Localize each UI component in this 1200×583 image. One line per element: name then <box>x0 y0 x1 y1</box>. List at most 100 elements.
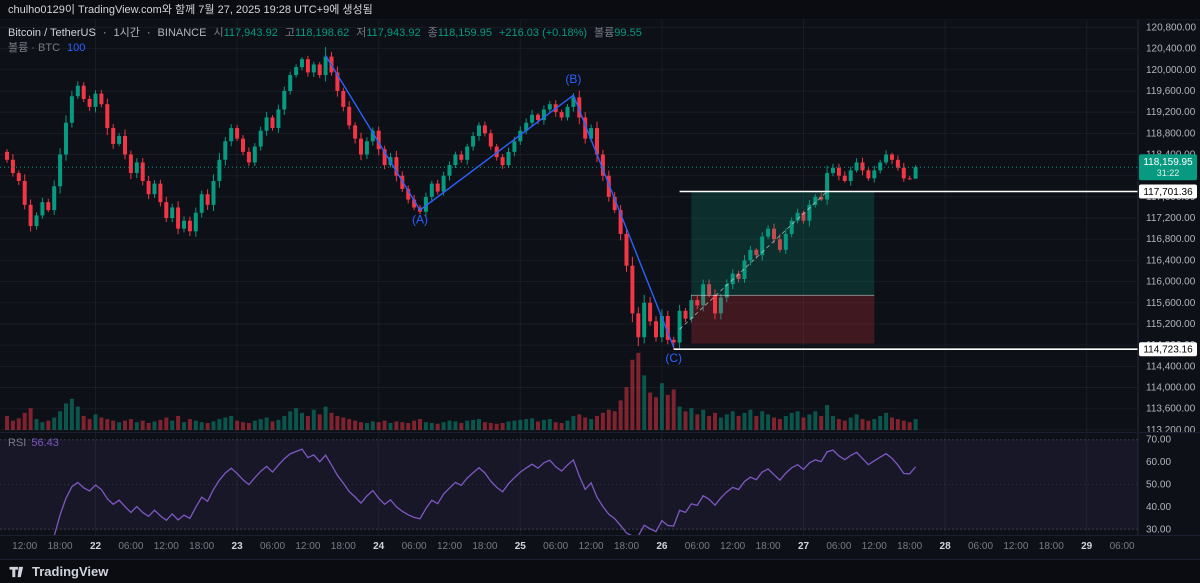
svg-text:115,200.00: 115,200.00 <box>1146 319 1196 330</box>
attribution-bar: chulho0129이 TradingView.com와 함께 7월 27, 2… <box>0 0 1200 20</box>
svg-text:118,800.00: 118,800.00 <box>1146 128 1196 139</box>
elliott-wave-lines[interactable]: (A) (B) (C) <box>325 55 682 365</box>
time-tick: 12:00 <box>861 541 887 552</box>
time-tick: 12:00 <box>12 541 38 552</box>
footer-bar: TradingView <box>0 559 1200 583</box>
svg-text:113,200.00: 113,200.00 <box>1146 425 1196 432</box>
ohlc-low: 저117,943.92 <box>356 27 421 39</box>
volume-indicator-title[interactable]: 볼륨 · BTC <box>8 42 61 54</box>
date-tick: 24 <box>373 541 385 552</box>
rsi-axis[interactable]: 70.00 60.00 50.00 40.00 30.00 <box>1137 433 1171 536</box>
price-line-label[interactable] <box>1139 342 1197 357</box>
svg-text:114,400.00: 114,400.00 <box>1146 361 1196 372</box>
svg-text:120,000.00: 120,000.00 <box>1146 65 1196 76</box>
date-tick: 26 <box>656 541 668 552</box>
price-change: +216.03 (+0.18%) <box>498 27 588 39</box>
volume-indicator-value: 100 <box>67 42 86 54</box>
ohlc-close: 종118,159.95 <box>427 27 492 39</box>
time-tick: 12:00 <box>153 541 179 552</box>
price-axis[interactable]: 113,200.00 113,600.00 114,000.00 114,400.00… <box>1137 20 1197 432</box>
svg-text:115,600.00: 115,600.00 <box>1146 298 1196 309</box>
svg-text:119,200.00: 119,200.00 <box>1146 107 1196 118</box>
wave-label: (C) <box>665 351 682 365</box>
svg-text:119,600.00: 119,600.00 <box>1146 86 1196 97</box>
volume-bars <box>5 352 918 430</box>
date-tick: 27 <box>797 541 810 552</box>
svg-text:116,000.00: 116,000.00 <box>1146 277 1196 288</box>
time-tick: 18:00 <box>1038 541 1064 552</box>
symbol-legend: Bitcoin / TetherUS · 1시간 · BINANCE 시117,… <box>8 24 642 54</box>
date-tick: 22 <box>89 541 102 552</box>
price-pane[interactable]: (A) (B) (C) 113,200.00 113,600.00 114,000.00 1… <box>0 20 1200 432</box>
legend-separator: · <box>146 27 151 39</box>
rsi-value: 56.43 <box>31 437 59 449</box>
time-tick: 18:00 <box>330 541 356 552</box>
ohlc-high: 고118,198.62 <box>284 27 350 39</box>
time-tick: 06:00 <box>259 541 286 552</box>
date-tick: 28 <box>939 541 951 552</box>
svg-text:114,000.00: 114,000.00 <box>1146 383 1196 394</box>
time-tick: 06:00 <box>118 541 144 552</box>
attribution-text: chulho0129이 TradingView.com와 함께 7월 27, 2… <box>8 4 373 16</box>
chart-canvas[interactable]: (A)(B)(C)113,200.00113,600.00114,000.001… <box>0 20 1200 432</box>
time-tick: 18:00 <box>189 541 215 552</box>
svg-text:116,400.00: 116,400.00 <box>1146 255 1196 266</box>
svg-text:117,701.36: 117,701.36 <box>1143 187 1193 198</box>
time-tick: 18:00 <box>755 541 781 552</box>
svg-text:120,400.00: 120,400.00 <box>1146 44 1196 55</box>
rsi-canvas[interactable]: 70.00 60.00 50.00 40.00 30.00 <box>0 433 1200 536</box>
svg-text:70.00: 70.00 <box>1146 435 1171 446</box>
date-tick: 29 <box>1081 541 1093 552</box>
candles <box>5 47 918 350</box>
svg-text:117,200.00: 117,200.00 <box>1146 213 1196 224</box>
legend-separator: · <box>102 27 107 39</box>
svg-text:116,800.00: 116,800.00 <box>1146 234 1196 245</box>
svg-text:40.00: 40.00 <box>1146 502 1171 513</box>
svg-text:60.00: 60.00 <box>1146 457 1171 468</box>
time-tick: 12:00 <box>436 541 463 552</box>
time-tick: 12:00 <box>1003 541 1029 552</box>
svg-text:113,600.00: 113,600.00 <box>1146 404 1196 415</box>
time-tick: 06:00 <box>401 541 427 552</box>
rsi-label: RSI <box>8 437 27 449</box>
wave-label: (A) <box>412 212 428 226</box>
symbol-title[interactable]: Bitcoin / TetherUS <box>8 27 96 39</box>
tradingview-brand[interactable]: TradingView <box>32 564 109 579</box>
time-tick: 18:00 <box>613 541 640 552</box>
rsi-pane[interactable]: 70.00 60.00 50.00 40.00 30.00 RSI 56.43 <box>0 432 1200 536</box>
ohlc-open: 시117,943.92 <box>213 27 278 39</box>
time-tick: 06:00 <box>684 541 710 552</box>
time-tick: 06:00 <box>543 541 569 552</box>
volume-value: 볼륨99.55 <box>594 27 642 39</box>
time-tick: 06:00 <box>1109 541 1135 552</box>
bar-countdown: 31:22 <box>1157 168 1180 178</box>
time-tick: 12:00 <box>578 541 604 552</box>
rsi-grid <box>95 433 1088 536</box>
time-tick: 18:00 <box>897 541 923 552</box>
time-tick: 12:00 <box>295 541 321 552</box>
time-tick: 18:00 <box>47 541 73 552</box>
long-position-tool[interactable] <box>691 191 875 344</box>
svg-text:50.00: 50.00 <box>1146 480 1171 491</box>
dashed-trendline[interactable] <box>679 191 828 330</box>
svg-text:118,159.95: 118,159.95 <box>1143 157 1193 168</box>
price-line-label[interactable] <box>1139 184 1197 199</box>
interval-label[interactable]: 1시간 <box>113 27 140 39</box>
tradingview-logo-icon[interactable] <box>8 564 26 579</box>
svg-text:120,800.00: 120,800.00 <box>1146 22 1196 33</box>
time-tick: 06:00 <box>826 541 852 552</box>
time-axis[interactable]: 12:00 18:00 22 06:00 12:00 18:00 23 06:00 12:00 1… <box>0 535 1200 559</box>
time-tick: 18:00 <box>472 541 498 552</box>
date-tick: 23 <box>231 541 243 552</box>
time-tick: 06:00 <box>967 541 994 552</box>
exchange-label[interactable]: BINANCE <box>157 27 207 39</box>
rsi-line <box>30 448 917 536</box>
svg-text:114,723.16: 114,723.16 <box>1143 345 1193 356</box>
date-tick: 25 <box>514 541 526 552</box>
current-price-label[interactable] <box>1139 154 1197 181</box>
rsi-band <box>0 439 1138 530</box>
svg-text:30.00: 30.00 <box>1146 524 1171 535</box>
rsi-legend[interactable]: RSI 56.43 <box>8 437 59 449</box>
time-tick: 12:00 <box>720 541 746 552</box>
